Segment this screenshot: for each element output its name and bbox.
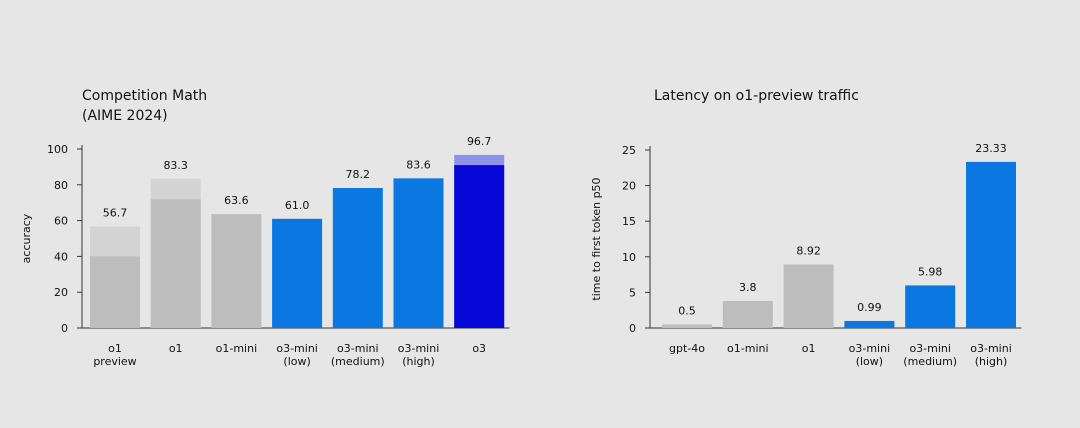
y-tick-label: 60 [54,215,68,228]
bar [783,264,834,328]
y-axis-label: time to first token p50 [590,177,603,300]
value-label: 61.0 [285,199,310,212]
value-label: 0.5 [678,304,696,317]
x-tick-label: preview [93,355,136,368]
value-label: 83.3 [163,159,188,172]
y-axis-label: accuracy [20,213,33,263]
y-tick-label: 5 [629,286,636,299]
x-tick-label: o1-mini [727,342,769,355]
y-tick-label: 20 [622,180,636,193]
x-tick-label: (low) [856,355,883,368]
y-tick-label: 20 [54,286,68,299]
y-tick-label: 100 [47,143,68,156]
bar [722,300,773,328]
x-tick-label: (high) [402,355,435,368]
bar [272,218,323,328]
x-tick-label: (high) [975,355,1008,368]
chart-title: (AIME 2024) [82,108,168,124]
chart-title: Competition Math [82,88,207,104]
bar [966,161,1016,328]
value-label: 56.7 [103,207,128,220]
value-label: 23.33 [975,142,1007,155]
chart-title: Latency on o1-preview traffic [654,88,859,104]
y-tick-label: 10 [622,251,636,264]
bar [662,324,712,328]
bar [905,285,956,328]
y-tick-label: 0 [629,322,636,335]
x-tick-label: o3-mini [849,342,891,355]
x-tick-label: o3-mini [276,342,318,355]
bar-inner [150,199,201,328]
y-tick-label: 0 [61,322,68,335]
x-tick-label: o1 [802,342,816,355]
x-tick-label: o1-mini [216,342,258,355]
y-tick-label: 40 [54,250,68,263]
x-tick-label: o3 [472,342,486,355]
x-tick-label: (medium) [903,355,957,368]
value-label: 78.2 [346,168,371,181]
bar [332,188,383,328]
x-tick-label: gpt-4o [669,342,705,355]
y-tick-label: 25 [622,144,636,157]
y-tick-label: 80 [54,179,68,192]
x-tick-label: o3-mini [337,342,379,355]
value-label: 63.6 [224,194,249,207]
bar [211,214,262,328]
x-tick-label: o3-mini [970,342,1012,355]
y-tick-label: 15 [622,215,636,228]
x-tick-label: o3-mini [398,342,440,355]
x-tick-label: (low) [283,355,310,368]
bar-inner [90,256,140,328]
bar [844,320,895,328]
value-label: 0.99 [857,301,882,314]
value-label: 83.6 [406,158,431,171]
x-tick-label: o1 [169,342,183,355]
value-label: 96.7 [467,135,492,148]
bar-inner [454,165,505,328]
bar [393,178,444,328]
x-tick-label: o1 [108,342,122,355]
value-label: 8.92 [796,244,821,257]
x-tick-label: o3-mini [909,342,951,355]
value-label: 3.8 [739,281,757,294]
x-tick-label: (medium) [331,355,385,368]
value-label: 5.98 [918,265,943,278]
